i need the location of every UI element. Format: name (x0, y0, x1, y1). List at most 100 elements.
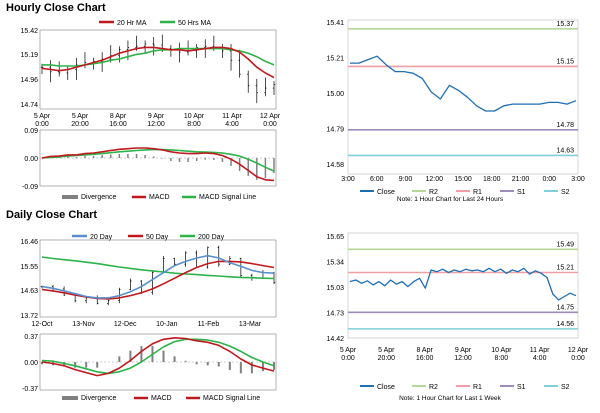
hp-ytick: 15.19 (20, 52, 38, 59)
hp-ytick: 15.42 (20, 28, 38, 35)
level-r1-label: 15.15 (556, 58, 574, 65)
y-tick-label: 15.00 (326, 91, 344, 98)
x-tick-label: 10 Apr 8:00 (184, 113, 205, 126)
hourly-pivot-chart: 15.41 15.21 15.00 14.79 14.58 15.37 15.15 14.7… (326, 19, 585, 203)
daily-pivot-yticks: 15.65 15.34 15.03 14.73 14.42 (326, 234, 344, 343)
legend-ma20-label: 20 Hr MA (117, 20, 147, 27)
hourly-price-yticks: 15.42 15.19 14.96 14.74 (20, 28, 38, 109)
x-tick-label: 5 Apr 20:00 (378, 347, 396, 362)
hm-ytick: 0.00 (24, 156, 38, 163)
x-tick-label: 11 Apr 4:00 (222, 113, 242, 126)
legend-macd-label: MACD (149, 194, 170, 201)
legend-divergence-label: Divergence (81, 395, 117, 402)
daily-section-title: Daily Close Chart (6, 209, 98, 221)
legend-close-label: Close (377, 384, 395, 391)
x-tick-label: 13-Nov (72, 321, 95, 328)
dp-ytick: 13.72 (20, 313, 38, 320)
x-tick-label: 8 Apr 16:00 (416, 347, 434, 362)
hp-ytick: 14.96 (20, 77, 38, 84)
hourly-pivot-frame (347, 19, 579, 175)
legend-r2-label: R2 (429, 189, 438, 196)
legend-r2-label: R2 (429, 384, 438, 391)
close-line (349, 267, 577, 301)
hourly-section-title: Hourly Close Chart (6, 2, 106, 14)
daily-price-chart: 20 Day 50 Day 200 Day 16.46 15.55 14.63 … (20, 234, 277, 328)
y-tick-label: 15.03 (326, 285, 344, 292)
hourly-price-frame (39, 29, 277, 110)
x-tick-label: 12-Dec (114, 321, 137, 328)
x-tick-label: 15:00 (454, 176, 472, 183)
x-tick-label: 11-Feb (198, 321, 220, 328)
hm-ytick: -0.09 (22, 184, 38, 191)
legend-day50-label: 50 Day (146, 234, 169, 241)
x-tick-label: 13-Mar (239, 321, 262, 328)
y-tick-label: 14.58 (326, 162, 344, 169)
y-tick-label: 15.65 (326, 234, 344, 241)
y-tick-label: 15.41 (326, 20, 344, 27)
dp-ytick: 15.55 (20, 264, 38, 271)
x-tick-label: 5 Apr 0:00 (34, 113, 51, 126)
x-tick-label: 8 Apr 16:00 (109, 113, 127, 126)
x-tick-label: 12 Apr 0:00 (568, 347, 589, 362)
hourly-macd-chart: 0.09 0.00 -0.09 Divergence MACD MACD Sig… (22, 128, 277, 201)
legend-signal-label: MACD Signal Line (203, 395, 260, 402)
x-tick-label: 18:00 (483, 176, 501, 183)
day20-line (41, 254, 275, 299)
legend-day200-label: 200 Day (198, 234, 225, 241)
hourly-pivot-xticks: 3:00 6:00 9:00 12:00 15:00 18:00 21:00 0:00 3:00 (341, 176, 585, 183)
legend-divergence-swatch (62, 396, 78, 400)
daily-price-frame (39, 239, 277, 318)
x-tick-label: 12:00 (425, 176, 443, 183)
x-tick-label: 9 Apr 12:00 (147, 113, 165, 126)
macd-line (41, 337, 275, 377)
daily-macd-chart: 0.37 0.00 -0.37 Divergence MACD MACD Sig… (22, 333, 277, 402)
x-tick-label: 21:00 (512, 176, 530, 183)
dp-ytick: 14.63 (20, 288, 38, 295)
hourly-pivot-legend: Close R2 R1 S1 S2 (360, 189, 570, 196)
daily-pivot-chart: 15.65 15.34 15.03 14.73 14.42 15.49 15.21 14.7… (326, 232, 589, 402)
hourly-pivot-plot: 15.37 15.15 14.78 14.63 (348, 21, 578, 157)
legend-s1-label: S1 (517, 384, 526, 391)
legend-macd-label: MACD (151, 395, 172, 402)
x-tick-label: 9 Apr 12:00 (454, 347, 472, 362)
hourly-pivot-note: Note: 1 Hour Chart for Last 24 Hours (397, 196, 504, 203)
legend-ma50-label: 50 Hrs MA (178, 20, 211, 27)
day50-line (41, 260, 275, 300)
hp-ytick: 14.74 (20, 102, 38, 109)
legend-r1-label: R1 (473, 189, 482, 196)
dp-ytick: 16.46 (20, 239, 38, 246)
hourly-price-plot (40, 34, 276, 104)
level-s1-label: 14.78 (556, 122, 574, 129)
daily-price-plot (40, 245, 276, 306)
level-r2-label: 15.37 (556, 21, 574, 28)
hourly-pivot-yticks: 15.41 15.21 15.00 14.79 14.58 (326, 20, 344, 169)
level-s1-label: 14.75 (556, 304, 574, 311)
level-s2-label: 14.56 (556, 321, 574, 328)
level-s2-label: 14.63 (556, 147, 574, 154)
daily-pivot-xticks: 5 Apr 0:00 5 Apr 20:00 8 Apr 16:00 9 Apr 12:00 1… (340, 347, 589, 362)
y-tick-label: 15.21 (326, 56, 344, 63)
x-tick-label: 10 Apr 8:00 (491, 347, 512, 362)
legend-s2-label: S2 (561, 384, 570, 391)
dm-ytick: -0.37 (22, 386, 38, 393)
y-tick-label: 15.34 (326, 260, 344, 267)
level-r2-label: 15.49 (556, 241, 574, 248)
x-tick-label: 5 Apr 0:00 (340, 347, 357, 362)
y-tick-label: 14.73 (326, 311, 344, 318)
daily-macd-plot (40, 337, 276, 377)
signal-line (41, 338, 275, 375)
daily-price-xticks: 12-Oct 13-Nov 12-Dec 10-Jan 11-Feb 13-Mar (31, 321, 261, 328)
macd-line (41, 147, 275, 182)
legend-s2-label: S2 (561, 189, 570, 196)
hourly-price-xticks: 5 Apr 0:00 5 Apr 20:00 8 Apr 16:00 9 Apr 12:00 1… (34, 113, 281, 126)
x-tick-label: 9:00 (399, 176, 413, 183)
level-r1-label: 15.21 (556, 264, 574, 271)
daily-pivot-legend: Close R2 R1 S1 S2 (360, 384, 570, 391)
legend-divergence-label: Divergence (81, 194, 117, 201)
ma20-line (41, 46, 275, 79)
x-tick-label: 3:00 (571, 176, 585, 183)
close-line (350, 55, 577, 112)
x-tick-label: 0:00 (542, 176, 556, 183)
x-tick-label: 11 Apr 4:00 (530, 347, 550, 362)
hm-ytick: 0.09 (24, 128, 38, 135)
